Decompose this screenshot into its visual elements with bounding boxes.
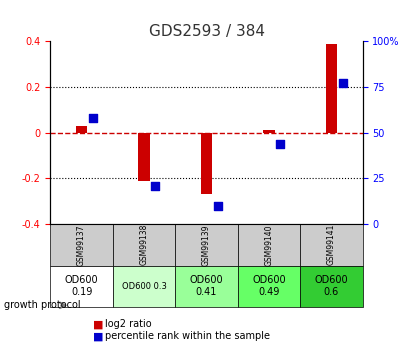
FancyBboxPatch shape [175, 224, 238, 266]
Text: GSM99140: GSM99140 [264, 224, 274, 266]
FancyBboxPatch shape [238, 266, 300, 307]
Bar [264, 130, 274, 133]
FancyBboxPatch shape [113, 266, 175, 307]
Title: GDS2593 / 384: GDS2593 / 384 [149, 24, 264, 39]
Point [89, 115, 96, 121]
Text: GSM99137: GSM99137 [77, 224, 86, 266]
Point [339, 81, 346, 86]
Point [152, 183, 158, 188]
Text: GSM99141: GSM99141 [327, 224, 336, 265]
FancyBboxPatch shape [50, 266, 113, 307]
Bar [326, 44, 337, 133]
Point [214, 203, 221, 208]
Text: OD600
0.41: OD600 0.41 [190, 276, 223, 297]
Text: OD600
0.6: OD600 0.6 [315, 276, 348, 297]
Text: ■: ■ [93, 332, 103, 341]
Bar [76, 126, 87, 133]
Text: log2 ratio: log2 ratio [105, 319, 152, 329]
Text: OD600
0.19: OD600 0.19 [65, 276, 98, 297]
FancyBboxPatch shape [50, 224, 113, 266]
FancyBboxPatch shape [175, 266, 238, 307]
Bar [201, 133, 212, 194]
Text: percentile rank within the sample: percentile rank within the sample [105, 332, 270, 341]
Bar [139, 133, 150, 181]
FancyBboxPatch shape [300, 266, 363, 307]
Point [277, 141, 283, 146]
Text: ■: ■ [93, 319, 103, 329]
Text: OD600
0.49: OD600 0.49 [252, 276, 286, 297]
Text: GSM99139: GSM99139 [202, 224, 211, 266]
FancyBboxPatch shape [300, 224, 363, 266]
Text: growth protocol: growth protocol [4, 300, 81, 310]
FancyBboxPatch shape [238, 224, 300, 266]
Text: GSM99138: GSM99138 [139, 224, 149, 265]
FancyBboxPatch shape [113, 224, 175, 266]
Text: OD600 0.3: OD600 0.3 [122, 282, 166, 291]
